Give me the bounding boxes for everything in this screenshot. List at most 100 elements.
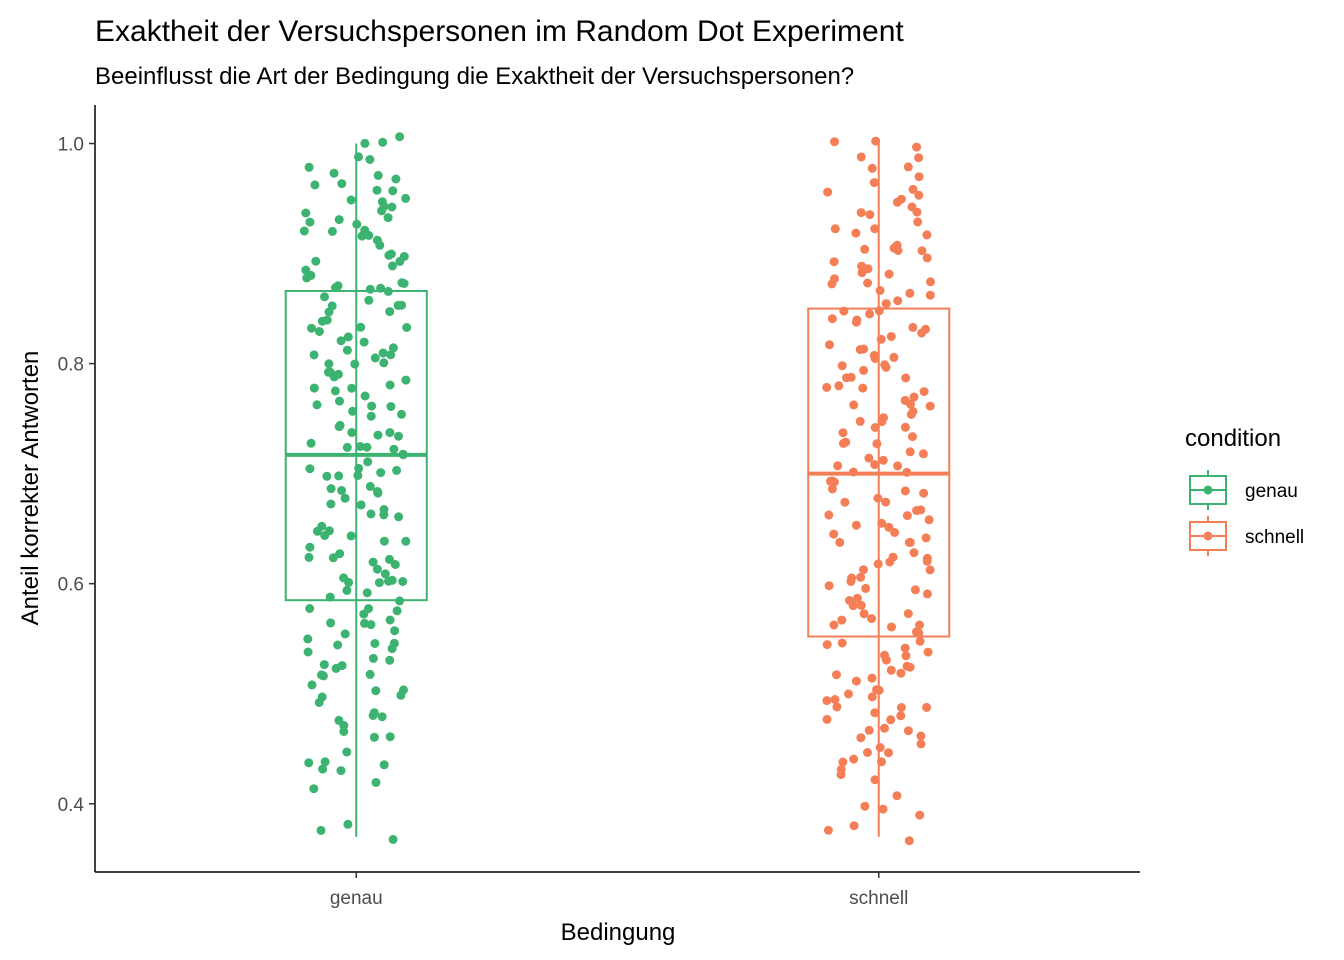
data-point	[354, 152, 363, 162]
data-point	[917, 246, 927, 256]
data-point	[830, 137, 839, 147]
data-point	[896, 711, 906, 721]
data-point	[837, 638, 847, 648]
data-point	[390, 560, 400, 569]
data-point	[860, 801, 870, 811]
data-point	[839, 306, 849, 316]
data-point	[371, 686, 381, 696]
data-point	[364, 295, 374, 305]
data-point	[849, 400, 859, 410]
data-point	[306, 270, 316, 280]
data-point	[873, 493, 883, 503]
data-point	[335, 549, 345, 559]
data-point	[388, 261, 397, 271]
data-point	[893, 461, 903, 471]
data-point	[309, 350, 319, 360]
data-point	[311, 256, 321, 266]
data-point	[337, 179, 347, 189]
y-tick-label: 0.8	[58, 355, 84, 376]
legend-key-point	[1203, 531, 1213, 541]
data-point	[376, 468, 386, 478]
data-point	[362, 588, 372, 598]
data-point	[330, 386, 340, 396]
data-point	[386, 402, 396, 411]
data-point	[343, 819, 353, 829]
data-point	[907, 202, 917, 212]
data-point	[312, 400, 322, 410]
data-point	[346, 531, 356, 541]
data-point	[900, 486, 910, 496]
data-point	[837, 361, 847, 371]
data-point	[336, 766, 346, 776]
data-point	[840, 497, 850, 507]
data-point	[822, 696, 832, 706]
data-point	[824, 510, 834, 520]
data-point	[822, 640, 832, 650]
data-point	[336, 336, 346, 346]
data-point	[851, 676, 861, 686]
data-point	[365, 481, 375, 491]
data-point	[347, 428, 357, 437]
data-point	[864, 453, 874, 463]
data-point	[305, 542, 315, 552]
data-point	[325, 367, 335, 377]
data-point	[861, 583, 871, 593]
data-point	[886, 715, 896, 725]
data-point	[312, 526, 322, 536]
data-point	[889, 243, 899, 253]
data-point	[395, 132, 405, 142]
data-point	[337, 661, 347, 671]
y-axis-ticks: 0.4 0.6 0.8 1.0	[58, 135, 95, 816]
data-point	[852, 593, 862, 603]
data-point	[377, 206, 387, 216]
data-point	[922, 553, 932, 563]
data-point	[870, 224, 880, 234]
data-point	[372, 564, 382, 574]
data-point	[350, 359, 360, 369]
data-point	[915, 620, 924, 630]
data-point	[896, 668, 906, 678]
data-point	[377, 712, 387, 722]
data-point	[825, 340, 834, 350]
data-point	[380, 569, 390, 579]
data-point	[870, 775, 880, 785]
data-point	[864, 725, 874, 735]
chart-title: Exaktheit der Versuchspersonen im Random…	[95, 15, 904, 48]
data-point	[343, 332, 353, 342]
data-point	[906, 399, 915, 409]
data-point	[397, 409, 406, 419]
data-point	[317, 316, 327, 326]
data-point	[847, 573, 857, 583]
data-point	[922, 702, 932, 712]
chart-subtitle: Beeinflusst die Art der Bedingung die Ex…	[95, 63, 854, 90]
data-point	[318, 764, 328, 774]
data-point	[837, 615, 847, 625]
data-point	[379, 536, 389, 546]
data-point	[872, 439, 882, 449]
data-point	[390, 626, 400, 636]
data-point	[884, 522, 894, 532]
data-point	[875, 286, 885, 295]
data-point	[827, 314, 837, 324]
data-point	[917, 328, 927, 338]
legend-entry-label: schnell	[1245, 527, 1304, 548]
data-point	[372, 185, 382, 195]
data-point	[354, 463, 364, 473]
data-point	[310, 180, 320, 190]
data-point	[386, 249, 396, 259]
data-point	[309, 383, 319, 393]
data-point	[371, 778, 381, 787]
data-point	[859, 365, 869, 375]
data-point	[870, 460, 880, 470]
data-point	[919, 488, 929, 498]
data-point	[910, 585, 920, 595]
x-tick-label: schnell	[849, 888, 908, 909]
data-point	[924, 515, 934, 525]
data-point	[331, 283, 340, 293]
data-point	[355, 442, 365, 451]
data-point	[385, 615, 395, 625]
legend-key-point	[1203, 485, 1213, 495]
data-point	[892, 791, 902, 801]
data-point	[368, 557, 378, 567]
